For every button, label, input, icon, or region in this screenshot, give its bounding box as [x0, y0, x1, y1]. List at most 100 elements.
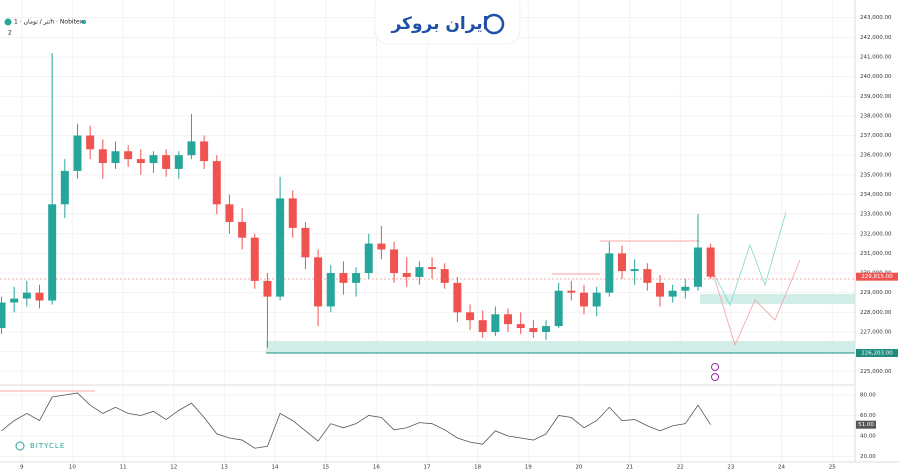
candle-body: [276, 198, 285, 297]
candle-body: [554, 290, 563, 327]
candle-body: [491, 314, 500, 332]
candle-body: [504, 314, 513, 325]
candle-body: [592, 292, 601, 307]
last-price-label: 229,815.00: [861, 274, 893, 280]
candle-body: [22, 292, 31, 299]
x-tick-label: 23: [727, 465, 734, 471]
candle-body: [48, 204, 57, 301]
logo-box: [374, 0, 521, 45]
candle-body: [174, 155, 183, 169]
y-tick-label: 60.00: [860, 413, 876, 419]
rsi-line: [1, 392, 711, 449]
symbol-title: تتر / تومان · 1h · Nobitex: [14, 19, 84, 26]
candle-body: [529, 328, 538, 332]
rsi-last-label: 51.00: [858, 422, 874, 428]
x-tick-label: 15: [322, 465, 329, 471]
candle-body: [98, 149, 107, 164]
candle-body: [618, 253, 627, 272]
candle-body: [377, 243, 386, 250]
y-tick-label: 232,000.00: [860, 231, 892, 237]
candle-body: [580, 292, 589, 307]
y-tick-label: 227,000.00: [860, 329, 892, 335]
indicator-count: 2: [8, 30, 12, 37]
support-price-box: [856, 349, 898, 357]
candle-body: [643, 269, 652, 283]
y-tick-label: 229,000.00: [860, 290, 892, 296]
candle-body: [200, 141, 209, 162]
candle-body: [35, 292, 44, 301]
candle-body: [542, 326, 551, 332]
candle-body: [314, 257, 323, 307]
candle-body: [364, 243, 373, 274]
x-tick-label: 21: [626, 465, 633, 471]
y-tick-label: 243,000.00: [860, 15, 892, 21]
candle-body: [124, 151, 133, 160]
x-tick-label: 12: [170, 465, 177, 471]
support-price-label: 226,203.00: [861, 351, 893, 357]
status-dot: [82, 20, 86, 24]
candle-body: [706, 247, 715, 277]
y-tick-label: 237,000.00: [860, 133, 892, 139]
x-tick-label: 17: [423, 465, 430, 471]
candle-body: [390, 249, 399, 274]
demand-zone: [700, 294, 855, 304]
x-tick-label: 24: [778, 465, 785, 471]
candle-body: [187, 141, 196, 156]
candle-body: [516, 324, 525, 329]
watermark: BITYCLE: [30, 442, 65, 450]
candle-body: [238, 221, 247, 238]
candle-body: [478, 320, 487, 332]
candle-body: [149, 155, 158, 164]
x-tick-label: 18: [474, 465, 481, 471]
candle-body: [301, 227, 310, 258]
y-tick-label: 236,000.00: [860, 153, 892, 159]
y-tick-label: 231,000.00: [860, 251, 892, 257]
candle-body: [655, 282, 664, 297]
rsi-last-box: [856, 420, 876, 429]
y-tick-label: 241,000.00: [860, 54, 892, 60]
y-tick-label: 235,000.00: [860, 172, 892, 178]
candle-body: [466, 312, 475, 321]
candle-body: [212, 161, 221, 205]
candle-body: [73, 135, 82, 171]
y-tick-label: 239,000.00: [860, 94, 892, 100]
candle-body: [136, 159, 145, 164]
candle-body: [605, 253, 614, 293]
x-tick-label: 19: [525, 465, 532, 471]
projection-up: [711, 211, 787, 307]
candle-body: [668, 290, 677, 297]
y-tick-label: 225,000.00: [860, 369, 892, 375]
candle-body: [86, 135, 95, 150]
x-tick-label: 25: [829, 465, 836, 471]
event-marker: [711, 373, 719, 381]
candle-body: [326, 273, 335, 307]
candle-body: [288, 198, 297, 228]
symbol-icon: [4, 18, 12, 26]
y-tick-label: 238,000.00: [860, 113, 892, 119]
last-price-box: [856, 272, 898, 281]
x-tick-label: 9: [20, 465, 24, 471]
x-tick-label: 13: [221, 465, 228, 471]
candle-body: [250, 237, 259, 281]
candle-body: [402, 273, 411, 277]
marks: 225,000.00226,000.00227,000.00228,000.00…: [0, 15, 898, 471]
candle-body: [339, 273, 348, 283]
logo-text: ایران بروکر: [390, 14, 488, 34]
logo-icon: [483, 13, 505, 35]
candle-body: [428, 267, 437, 270]
y-tick-label: 234,000.00: [860, 192, 892, 198]
candle-body: [263, 280, 272, 297]
candle-body: [0, 302, 6, 329]
candle-body: [453, 282, 462, 313]
watermark-icon: [15, 441, 25, 451]
candle-body: [111, 151, 120, 164]
candle-body: [415, 267, 424, 277]
y-tick-label: 40.00: [860, 433, 876, 439]
support-zone: [266, 341, 855, 353]
candle-body: [352, 273, 361, 283]
y-tick-label: 242,000.00: [860, 35, 892, 41]
x-tick-label: 20: [575, 465, 582, 471]
x-tick-label: 14: [272, 465, 279, 471]
